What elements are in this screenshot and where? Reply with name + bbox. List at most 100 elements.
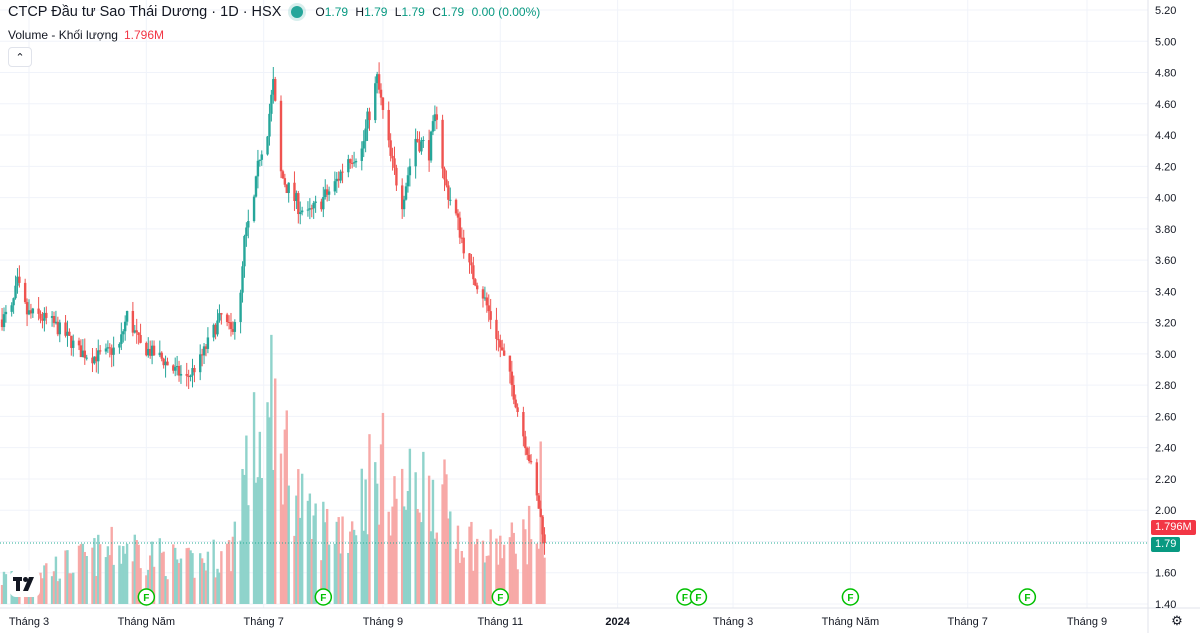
event-marker-circle [1018, 588, 1037, 606]
candle-body [164, 361, 167, 366]
x-tick-label: Tháng 9 [1067, 616, 1107, 628]
volume-bar [41, 578, 44, 604]
settings-gear-icon[interactable]: ⚙ [1171, 613, 1183, 628]
candle-body [375, 74, 379, 84]
candle-body [468, 253, 471, 263]
volume-bar [375, 483, 379, 604]
volume-bar [514, 553, 517, 604]
event-marker-f[interactable]: F [841, 588, 860, 606]
volume-bar [420, 522, 423, 604]
candle-body [179, 373, 183, 376]
volume-bar [377, 524, 381, 604]
candle-body [260, 154, 263, 160]
event-marker-f[interactable]: F [314, 588, 333, 606]
candle-body [218, 313, 221, 321]
market-status-icon[interactable] [291, 6, 304, 18]
y-tick-label: 2.20 [1155, 474, 1176, 486]
candle-body [16, 276, 19, 286]
candle-body [81, 350, 85, 358]
volume-bar [468, 526, 471, 604]
event-marker-f[interactable]: F [137, 588, 156, 606]
volume-bar [125, 543, 129, 604]
x-tick-label: Tháng 9 [363, 616, 403, 628]
volume-bar [2, 571, 6, 604]
volume-bar [274, 378, 277, 604]
candle-body [2, 314, 6, 328]
collapse-legend-button[interactable]: ⌃ [8, 47, 32, 67]
volume-bar [256, 477, 260, 604]
volume-bar [173, 547, 177, 604]
candle-body [227, 322, 231, 324]
event-marker-f[interactable]: F [1018, 588, 1037, 606]
candle-body [254, 176, 258, 197]
candle-body [347, 159, 350, 173]
candle-body [427, 140, 431, 161]
candle-body [524, 436, 527, 449]
volume-bar [443, 459, 446, 604]
candle-body [162, 358, 165, 366]
volume-bar [458, 562, 462, 604]
candle-body [526, 448, 529, 455]
candle-body [77, 340, 81, 346]
volume-bar [191, 553, 194, 604]
volume-bar [43, 565, 46, 604]
candle-body [98, 350, 102, 352]
volume-bar [526, 564, 529, 604]
volume-bar [45, 563, 48, 604]
tradingview-logo-icon[interactable] [10, 571, 40, 597]
volume-bar [283, 429, 287, 604]
volume-bar [52, 571, 56, 604]
volume-bar [300, 473, 304, 604]
candle-body [400, 185, 404, 210]
volume-bar [241, 468, 244, 604]
volume-bar [150, 541, 154, 604]
volume-bar [400, 468, 404, 604]
time-axis[interactable]: Tháng 3 Tháng Năm Tháng 7 Tháng 9 Tháng 11 20… [9, 616, 1107, 628]
candle-body [335, 178, 338, 182]
candle-body [314, 201, 317, 203]
candle-body [64, 322, 67, 336]
volume-bar [499, 535, 502, 604]
symbol-legend[interactable]: CTCP Đầu tư Sao Thái Dương · 1D · HSX O1… [8, 4, 544, 20]
candle-body [52, 316, 56, 324]
volume-bar [231, 536, 235, 604]
volume-bar [374, 462, 377, 604]
volume-legend[interactable]: Volume - Khối lượng 1.796M [8, 28, 164, 42]
volume-bar [489, 529, 492, 604]
candle-body [352, 162, 356, 164]
candle-body [206, 337, 210, 349]
volume-bar [98, 544, 102, 604]
volume-bar [83, 551, 86, 604]
candle-body [514, 399, 517, 408]
volume-bar [172, 544, 175, 604]
volume-bar [214, 577, 217, 604]
candle-body [187, 375, 190, 378]
candle-body [233, 322, 237, 332]
event-marker-circle [491, 588, 510, 606]
candle-body [50, 316, 54, 318]
candle-body [300, 210, 304, 213]
event-marker-f[interactable]: F [491, 588, 510, 606]
candle-body [172, 365, 175, 371]
volume-bar [416, 508, 419, 604]
price-axis[interactable]: 5.20 5.00 4.80 4.60 4.40 4.20 4.00 3.80 3.60 3.40… [1155, 5, 1176, 611]
candle-body [293, 182, 296, 201]
volume-bar [164, 576, 167, 604]
volume-bar [93, 538, 96, 604]
symbol-title[interactable]: CTCP Đầu tư Sao Thái Dương · 1D · HSX [8, 4, 282, 20]
volume-bar [58, 578, 61, 604]
volume-bar [206, 551, 210, 604]
candle-body [270, 94, 273, 114]
candle-body [454, 199, 458, 214]
volume-bar [218, 572, 221, 604]
x-tick-label: Tháng 3 [9, 616, 49, 628]
candle-body [495, 319, 498, 339]
event-marker-f[interactable]: F [689, 588, 708, 606]
volume-bar [352, 529, 356, 604]
x-tick-label: Tháng 7 [243, 616, 283, 628]
candle-body [510, 371, 514, 385]
last-price-tag: 1.79 [1151, 537, 1181, 553]
